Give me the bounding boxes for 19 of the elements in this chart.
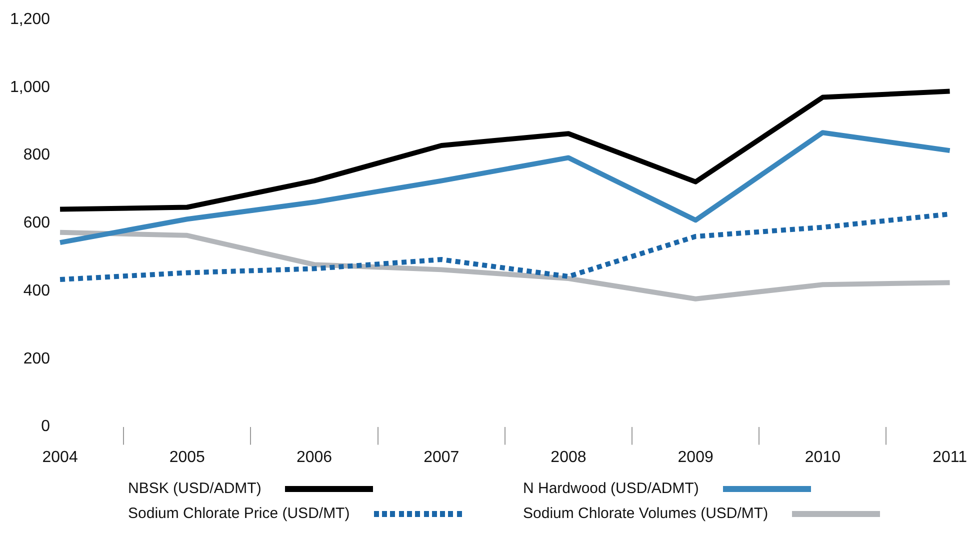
x-tick-label: 2009: [678, 448, 714, 466]
x-tick-label: 2007: [424, 448, 460, 466]
x-tick-label: 2010: [804, 448, 841, 466]
legend-label: NBSK (USD/ADMT): [128, 480, 262, 497]
legend-label: Sodium Chlorate Volumes (USD/MT): [523, 505, 768, 522]
legend-label: N Hardwood (USD/ADMT): [523, 480, 699, 497]
x-tick-label: 2006: [296, 448, 332, 466]
y-tick-label: 400: [23, 282, 50, 300]
y-tick-label: 1,000: [10, 78, 50, 96]
x-tick-label: 2011: [932, 448, 968, 466]
y-tick-label: 200: [23, 350, 50, 368]
x-tick-label: 2005: [169, 448, 206, 466]
x-tick-label: 2008: [550, 448, 586, 466]
y-tick-label: 600: [23, 214, 50, 232]
legend-label: Sodium Chlorate Price (USD/MT): [128, 505, 350, 522]
x-tick-label: 2004: [42, 448, 78, 466]
y-tick-label: 0: [41, 418, 50, 436]
y-tick-label: 1,200: [10, 11, 50, 28]
y-tick-label: 800: [23, 146, 50, 164]
